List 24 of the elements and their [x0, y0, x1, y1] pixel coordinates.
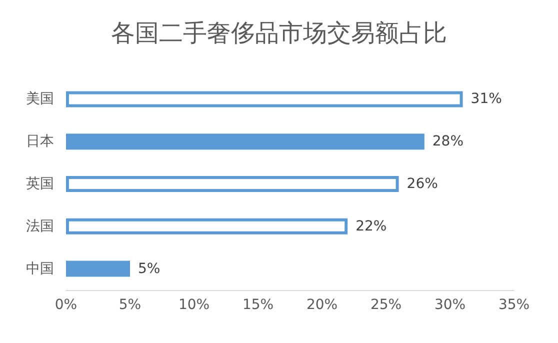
bar — [66, 218, 348, 234]
x-tick-label: 35% — [498, 297, 530, 313]
bar — [66, 176, 399, 192]
data-label: 22% — [356, 218, 387, 234]
y-tick-label: 中国 — [26, 260, 54, 277]
bar — [66, 134, 424, 150]
y-tick-label: 日本 — [26, 134, 54, 150]
x-tick-label: 20% — [306, 297, 338, 313]
y-tick-label: 英国 — [26, 176, 54, 192]
x-tick-label: 15% — [242, 297, 274, 313]
x-tick-label: 5% — [118, 297, 142, 313]
x-tick-label: 0% — [54, 297, 78, 313]
data-label: 5% — [138, 260, 160, 277]
x-tick-label: 25% — [370, 297, 402, 313]
data-label: 31% — [470, 91, 502, 108]
x-tick-label: 10% — [178, 297, 210, 313]
bar — [66, 91, 463, 108]
data-label: 26% — [406, 176, 438, 192]
chart-title: 各国二手奢侈品市场交易额占比 — [111, 19, 447, 47]
x-tick-label: 30% — [434, 297, 466, 313]
y-tick-label: 美国 — [26, 91, 54, 108]
data-label: 28% — [432, 134, 464, 150]
y-tick-label: 法国 — [26, 218, 54, 234]
bar — [66, 260, 130, 277]
